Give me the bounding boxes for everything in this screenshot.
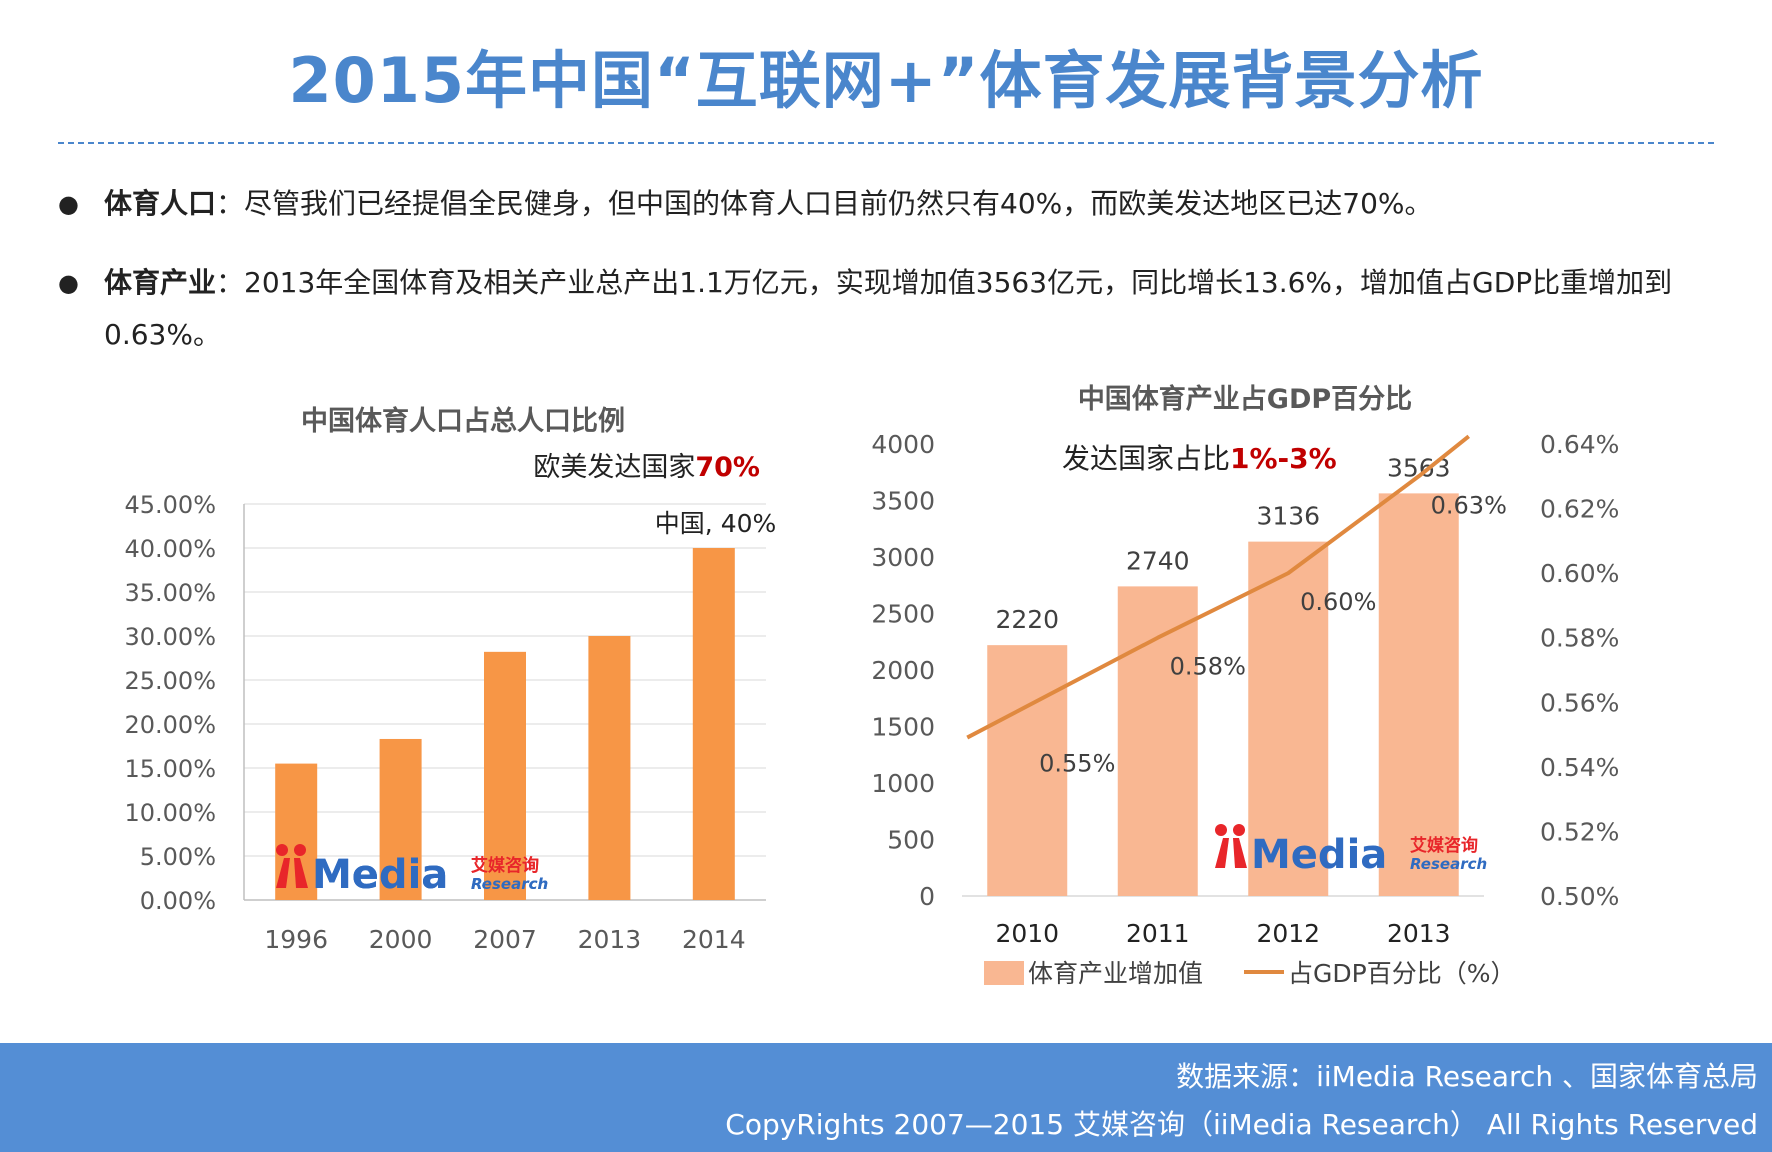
chart1-y-tick: 40.00% — [124, 535, 216, 563]
chart2-bar — [987, 645, 1068, 896]
chart2-y-left-tick: 1500 — [871, 713, 935, 742]
chart2-line-label: 0.60% — [1300, 588, 1376, 616]
chart2-y-right-tick: 0.52% — [1540, 817, 1619, 846]
chart1-bar — [484, 651, 526, 900]
chart2-y-left-tick: 3000 — [871, 543, 935, 572]
chart2-y-right-tick: 0.56% — [1540, 688, 1619, 717]
footer-copyright: CopyRights 2007—2015 艾媒咨询（iiMedia Resear… — [725, 1108, 1758, 1141]
chart2-line-label: 0.58% — [1170, 653, 1246, 681]
chart2-bar-label: 2220 — [995, 605, 1059, 634]
title-divider — [58, 142, 1714, 144]
logo-figure-head — [276, 844, 288, 856]
chart2-y-left-tick: 2000 — [871, 656, 935, 685]
chart2-x-tick: 2013 — [1387, 919, 1451, 948]
logo-wordmark: Media — [1251, 832, 1387, 878]
logo-en: Research — [1410, 855, 1487, 873]
footer-bar: 数据来源：iiMedia Research 、国家体育总局 CopyRights… — [0, 1043, 1772, 1152]
chart2-line-label: 0.63% — [1431, 491, 1507, 519]
chart1-title: 中国体育人口占总人口比例 — [301, 405, 625, 437]
chart1-x-tick: 2014 — [682, 925, 746, 954]
bullet-sports-industry: ● 体育产业：2013年全国体育及相关产业总产出1.1万亿元，实现增加值3563… — [58, 257, 1698, 361]
logo-figure-body — [294, 858, 308, 888]
chart1-y-tick: 25.00% — [124, 667, 216, 695]
chart2-x-tick: 2010 — [995, 919, 1059, 948]
chart2-x-tick: 2012 — [1256, 919, 1320, 948]
chart1-y-tick: 45.00% — [124, 491, 216, 519]
chart1-y-tick: 10.00% — [124, 799, 216, 827]
chart2-y-right-tick: 0.64% — [1540, 430, 1619, 459]
chart2-legend-line-label: 占GDP百分比（%） — [1288, 959, 1515, 988]
chart1-x-tick: 1996 — [264, 925, 328, 954]
chart2-x-tick: 2011 — [1126, 919, 1190, 948]
chart2-bar-label: 2740 — [1126, 546, 1190, 575]
logo-wordmark: Media — [312, 852, 448, 898]
chart2-line — [966, 434, 1470, 740]
chart2-y-left-tick: 3500 — [871, 487, 935, 516]
chart1-x-tick: 2000 — [369, 925, 433, 954]
chart2-y-left-tick: 4000 — [871, 430, 935, 459]
bullet-dot-icon: ● — [58, 190, 79, 218]
logo-figure-head — [1215, 824, 1227, 836]
chart1-y-tick: 15.00% — [124, 755, 216, 783]
chart1-y-tick: 35.00% — [124, 579, 216, 607]
footer-source: 数据来源：iiMedia Research 、国家体育总局 — [1176, 1060, 1758, 1093]
logo-cn: 艾媒咨询 — [471, 855, 539, 876]
chart1-bar — [588, 636, 631, 900]
chart1-x-tick: 2013 — [578, 925, 642, 954]
bullet-label: 体育产业 — [104, 266, 217, 299]
chart1-y-tick: 0.00% — [140, 887, 216, 915]
chart2-bar — [1248, 541, 1329, 896]
chart1-annotation: 欧美发达国家70% — [533, 452, 760, 483]
chart2-bar — [1378, 493, 1459, 896]
chart1-y-tick: 5.00% — [140, 843, 216, 871]
chart2-y-right-tick: 0.50% — [1540, 882, 1619, 911]
page-title: 2015年中国“互联网+”体育发展背景分析 — [288, 44, 1484, 117]
logo-cn: 艾媒咨询 — [1410, 835, 1478, 856]
logo-en: Research — [471, 875, 548, 893]
chart1-point-label: 中国, 40% — [655, 509, 776, 538]
chart2-line-label: 0.55% — [1039, 750, 1115, 778]
bullet-sports-population: ● 体育人口：尽管我们已经提倡全民健身，但中国的体育人口目前仍然只有40%，而欧… — [58, 178, 1698, 230]
bullet-text: ：2013年全国体育及相关产业总产出1.1万亿元，实现增加值3563亿元，同比增… — [104, 266, 1673, 351]
bullet-text: ：尽管我们已经提倡全民健身，但中国的体育人口目前仍然只有40%，而欧美发达地区已… — [216, 187, 1433, 220]
chart2-y-right-tick: 0.62% — [1540, 495, 1619, 524]
bullet-dot-icon: ● — [58, 269, 79, 297]
chart1-x-tick: 2007 — [473, 925, 537, 954]
chart1-y-tick: 20.00% — [124, 711, 216, 739]
logo-figure-body — [1233, 838, 1247, 868]
chart2-y-right-tick: 0.60% — [1540, 559, 1619, 588]
chart2-y-left-tick: 2500 — [871, 600, 935, 629]
chart2-bar — [1117, 586, 1198, 896]
chart2-y-left-tick: 1000 — [871, 769, 935, 798]
chart2-title: 中国体育产业占GDP百分比 — [1078, 383, 1412, 415]
chart2-y-left-tick: 500 — [887, 826, 935, 855]
chart2-legend-bar-swatch — [984, 961, 1024, 985]
chart1-bar — [379, 738, 422, 900]
logo-figure-body — [276, 858, 290, 888]
chart2-legend-bar-label: 体育产业增加值 — [1028, 959, 1203, 988]
logo-figure-body — [1215, 838, 1229, 868]
logo-figure-head — [294, 844, 306, 856]
chart2-y-right-tick: 0.54% — [1540, 753, 1619, 782]
chart2-annotation: 发达国家占比1%-3% — [1062, 442, 1337, 475]
chart1-bar — [692, 548, 735, 900]
chart2-y-right-tick: 0.58% — [1540, 624, 1619, 653]
chart2-bar-label: 3136 — [1256, 502, 1320, 531]
logo-figure-head — [1233, 824, 1245, 836]
chart2-y-left-tick: 0 — [919, 882, 935, 911]
chart1-y-tick: 30.00% — [124, 623, 216, 651]
bullet-label: 体育人口 — [104, 187, 217, 220]
